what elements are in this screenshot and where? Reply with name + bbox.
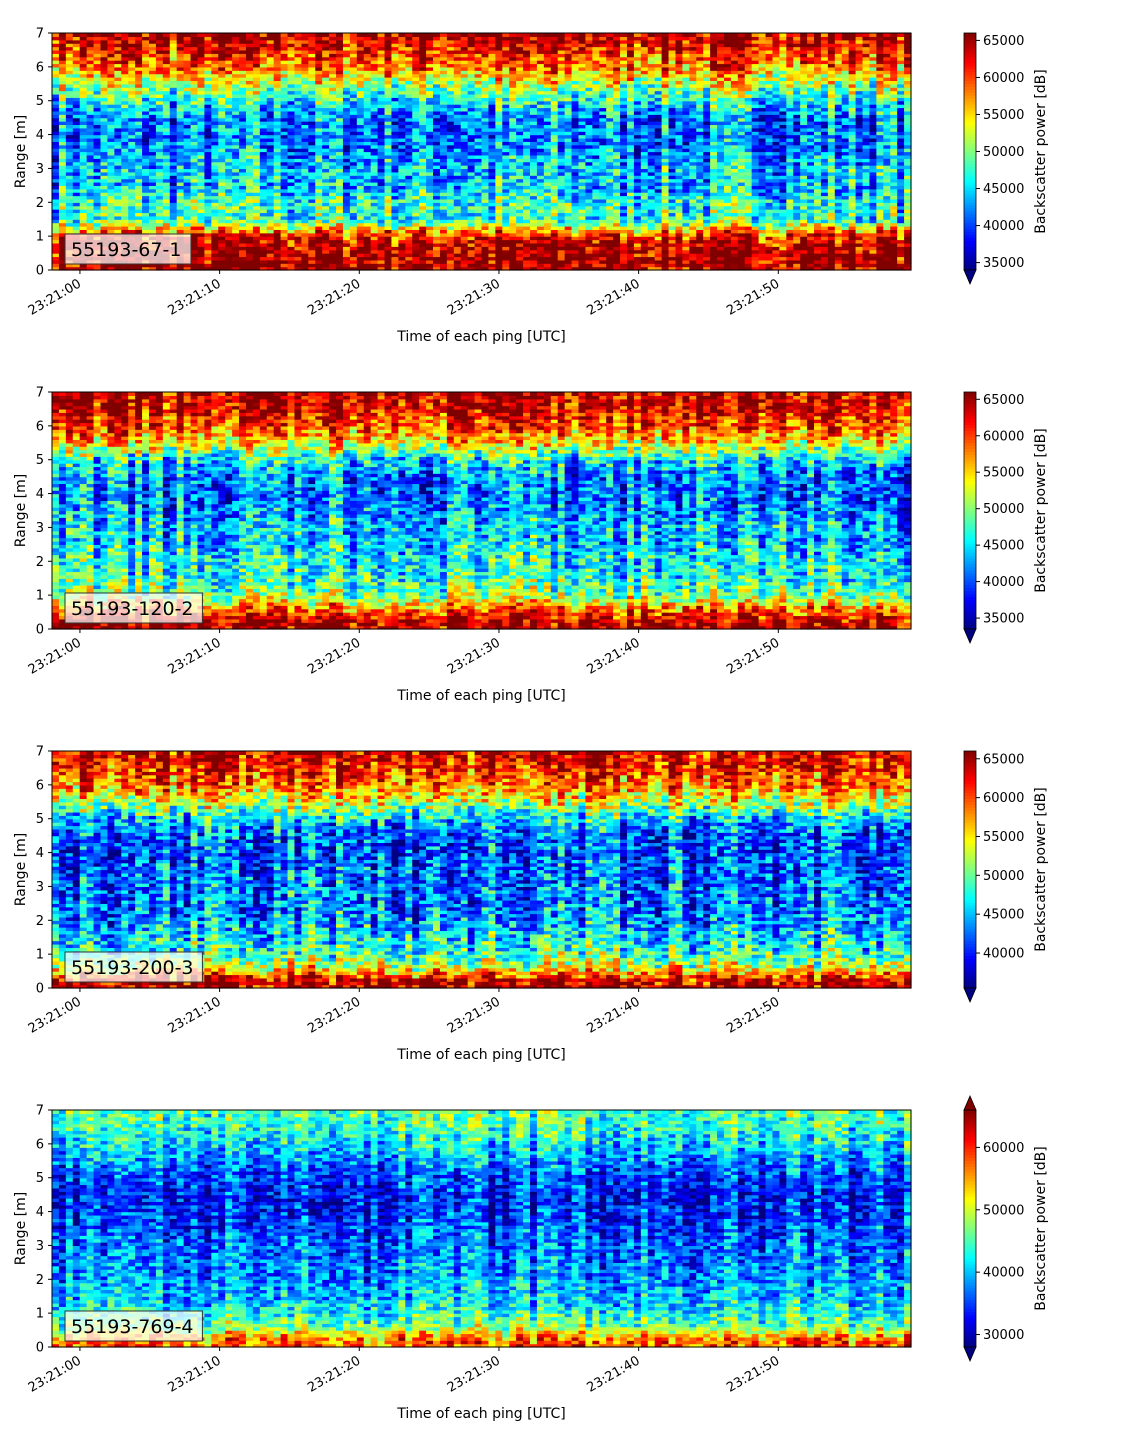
panel-1: 0123456723:21:00 23:21:10 23:21:20 23:21:30… xyxy=(13,27,1049,346)
